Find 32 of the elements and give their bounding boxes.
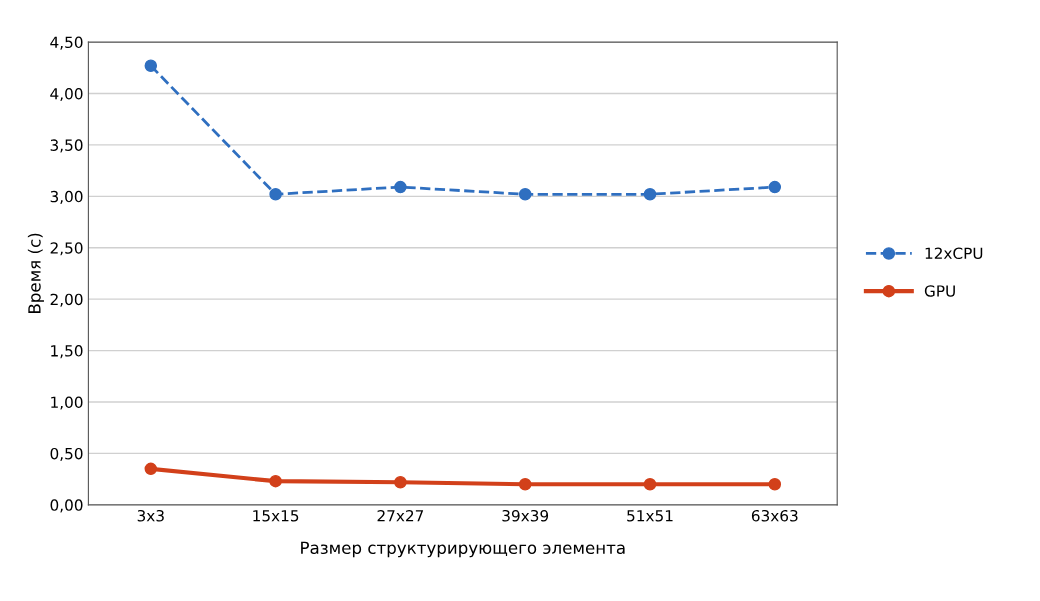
- legend-label: 12xCPU: [925, 247, 983, 260]
- y-tick-label: 2,00: [50, 293, 83, 307]
- x-tick-label: 15x15: [253, 510, 299, 522]
- point: [269, 188, 282, 201]
- x-tick-label: 3x3: [137, 509, 164, 522]
- x-tick-label: 51x51: [627, 510, 673, 522]
- x-tick-label: 39x39: [502, 509, 549, 522]
- y-tick-label: 0,00: [50, 499, 83, 513]
- y-tick-label: 3,50: [50, 139, 83, 153]
- y-tick-label: 0,50: [50, 447, 83, 461]
- legend-label: GPU: [924, 285, 955, 297]
- point: [768, 478, 782, 491]
- point: [144, 59, 158, 72]
- point: [768, 180, 782, 194]
- y-tick-label: 1,50: [51, 345, 83, 359]
- point: [144, 462, 158, 476]
- y-tick-label: 4,50: [50, 36, 83, 50]
- point: [643, 188, 657, 201]
- y-tick-label: 2,50: [50, 242, 83, 256]
- point: [518, 188, 532, 201]
- point: [269, 474, 282, 488]
- y-axis-title: Время (с): [27, 233, 44, 313]
- x-tick-label: 27x27: [377, 509, 424, 522]
- point: [394, 180, 407, 194]
- x-axis-title: Размер структурирующего элемента: [301, 541, 625, 558]
- point: [394, 475, 407, 489]
- x-tick-label: 63x63: [751, 509, 798, 522]
- y-tick-label: 1,00: [51, 396, 83, 410]
- point: [518, 478, 532, 491]
- y-tick-label: 4,00: [50, 87, 83, 102]
- point: [643, 478, 657, 491]
- y-tick-label: 3,00: [50, 190, 83, 204]
